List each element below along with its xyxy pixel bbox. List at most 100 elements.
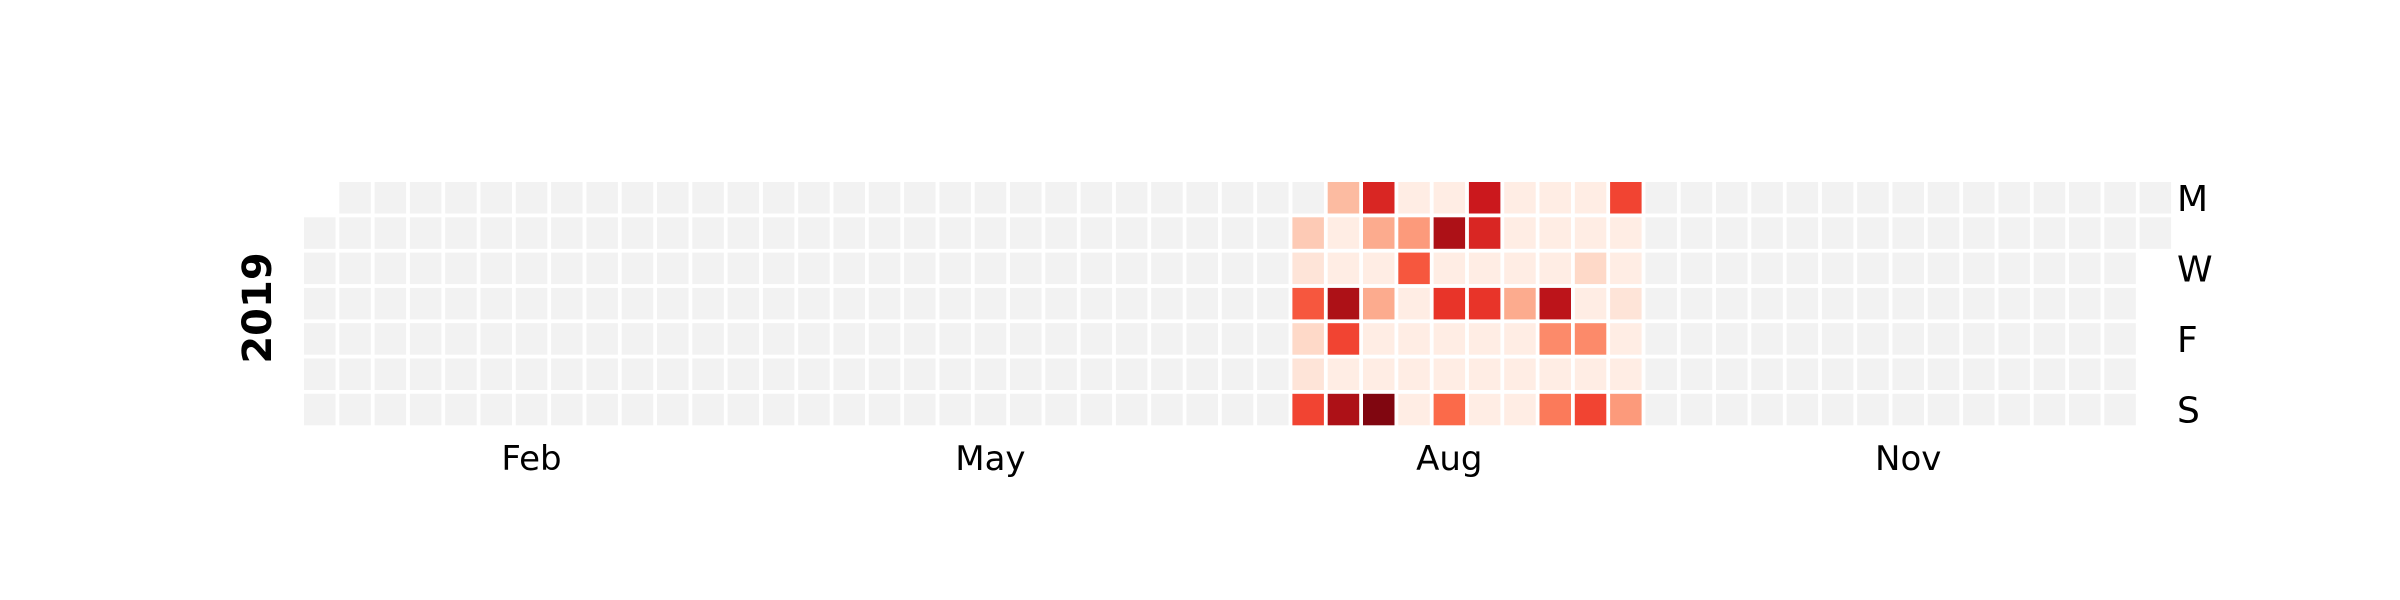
- heatmap-cell-empty: [657, 393, 689, 426]
- heatmap-cell-empty: [409, 182, 442, 214]
- heatmap-cell-empty: [1080, 287, 1113, 320]
- heatmap-cell-empty: [1998, 323, 2030, 355]
- heatmap-cell-empty: [2069, 252, 2101, 285]
- heatmap-cell-filled: [1539, 323, 1571, 355]
- heatmap-cell-empty: [762, 358, 795, 390]
- heatmap-cell-empty: [727, 287, 760, 320]
- heatmap-cell-empty: [445, 323, 477, 355]
- heatmap-cell-empty: [1221, 287, 1254, 320]
- day-label-m: M: [2177, 179, 2208, 220]
- heatmap-cell-empty: [1186, 358, 1218, 390]
- heatmap-cell-filled: [1327, 287, 1360, 320]
- heatmap-cell-empty: [304, 358, 336, 390]
- heatmap-cell-empty: [1080, 182, 1113, 214]
- heatmap-cell-empty: [515, 323, 548, 355]
- heatmap-cell-filled: [1398, 252, 1430, 285]
- heatmap-cell-empty: [904, 252, 936, 285]
- heatmap-cell-empty: [2069, 182, 2101, 214]
- heatmap-cell-empty: [1257, 217, 1289, 249]
- heatmap-cell-empty: [692, 182, 724, 214]
- heatmap-cells: [304, 182, 2172, 426]
- heatmap-cell-empty: [657, 287, 689, 320]
- heatmap-cell-empty: [868, 393, 901, 426]
- heatmap-cell-empty: [1080, 393, 1113, 426]
- heatmap-cell-empty: [409, 393, 442, 426]
- heatmap-cell-empty: [1963, 323, 1995, 355]
- heatmap-cell-empty: [1963, 287, 1995, 320]
- heatmap-cell-filled: [1398, 287, 1430, 320]
- year-label: 2019: [235, 252, 281, 363]
- heatmap-cell-empty: [1751, 252, 1783, 285]
- heatmap-cell-empty: [939, 358, 971, 390]
- heatmap-cell-empty: [1821, 252, 1854, 285]
- heatmap-cell-empty: [1010, 323, 1042, 355]
- heatmap-cell-empty: [2033, 358, 2066, 390]
- heatmap-cell-empty: [1115, 393, 1148, 426]
- heatmap-cell-empty: [974, 393, 1007, 426]
- heatmap-cell-empty: [1151, 393, 1183, 426]
- heatmap-cell-empty: [1221, 358, 1254, 390]
- heatmap-cell-empty: [339, 393, 371, 426]
- heatmap-cell-empty: [374, 323, 407, 355]
- heatmap-cell-filled: [1504, 287, 1536, 320]
- heatmap-cell-empty: [1680, 182, 1713, 214]
- heatmap-cell-empty: [304, 217, 336, 249]
- heatmap-cell-empty: [762, 252, 795, 285]
- heatmap-cell-empty: [1045, 358, 1077, 390]
- heatmap-cell-filled: [1539, 252, 1571, 285]
- heatmap-cell-empty: [1115, 323, 1148, 355]
- heatmap-cell-empty: [904, 323, 936, 355]
- heatmap-cell-empty: [868, 217, 901, 249]
- heatmap-cell-empty: [621, 217, 654, 249]
- heatmap-cell-filled: [1327, 323, 1360, 355]
- heatmap-cell-filled: [1292, 287, 1324, 320]
- heatmap-cell-empty: [409, 287, 442, 320]
- heatmap-cell-filled: [1468, 393, 1501, 426]
- heatmap-cell-empty: [2069, 358, 2101, 390]
- heatmap-cell-filled: [1574, 287, 1607, 320]
- heatmap-cell-empty: [480, 287, 512, 320]
- heatmap-cell-filled: [1398, 393, 1430, 426]
- heatmap-cell-empty: [586, 217, 618, 249]
- heatmap-cell-empty: [833, 393, 865, 426]
- heatmap-cell-empty: [1680, 217, 1713, 249]
- heatmap-cell-empty: [1716, 287, 1748, 320]
- heatmap-cell-empty: [904, 393, 936, 426]
- heatmap-cell-empty: [1045, 217, 1077, 249]
- heatmap-cell-empty: [657, 182, 689, 214]
- heatmap-cell-empty: [2033, 393, 2066, 426]
- heatmap-cell-empty: [2033, 252, 2066, 285]
- month-label-may: May: [955, 439, 1025, 479]
- heatmap-cell-empty: [1680, 287, 1713, 320]
- heatmap-cell-empty: [1821, 323, 1854, 355]
- heatmap-cell-empty: [657, 323, 689, 355]
- heatmap-cell-empty: [1786, 358, 1819, 390]
- heatmap-cell-filled: [1292, 323, 1324, 355]
- heatmap-cell-filled: [1292, 217, 1324, 249]
- heatmap-cell-empty: [939, 323, 971, 355]
- heatmap-cell-empty: [1257, 393, 1289, 426]
- heatmap-cell-empty: [1151, 358, 1183, 390]
- heatmap-cell-filled: [1363, 182, 1395, 214]
- heatmap-cell-empty: [1186, 287, 1218, 320]
- heatmap-cell-empty: [1010, 182, 1042, 214]
- heatmap-cell-filled: [1468, 182, 1501, 214]
- heatmap-cell-empty: [1080, 358, 1113, 390]
- heatmap-cell-empty: [586, 323, 618, 355]
- heatmap-cell-empty: [304, 287, 336, 320]
- heatmap-cell-empty: [1680, 358, 1713, 390]
- heatmap-cell-empty: [727, 323, 760, 355]
- heatmap-cell-empty: [621, 393, 654, 426]
- heatmap-cell-empty: [2139, 182, 2172, 214]
- heatmap-cell-empty: [868, 323, 901, 355]
- heatmap-cell-empty: [1151, 182, 1183, 214]
- heatmap-cell-empty: [551, 358, 583, 390]
- heatmap-cell-empty: [2104, 217, 2136, 249]
- heatmap-cell-empty: [551, 182, 583, 214]
- heatmap-cell-empty: [1786, 252, 1819, 285]
- heatmap-cell-empty: [1716, 323, 1748, 355]
- heatmap-cell-empty: [586, 252, 618, 285]
